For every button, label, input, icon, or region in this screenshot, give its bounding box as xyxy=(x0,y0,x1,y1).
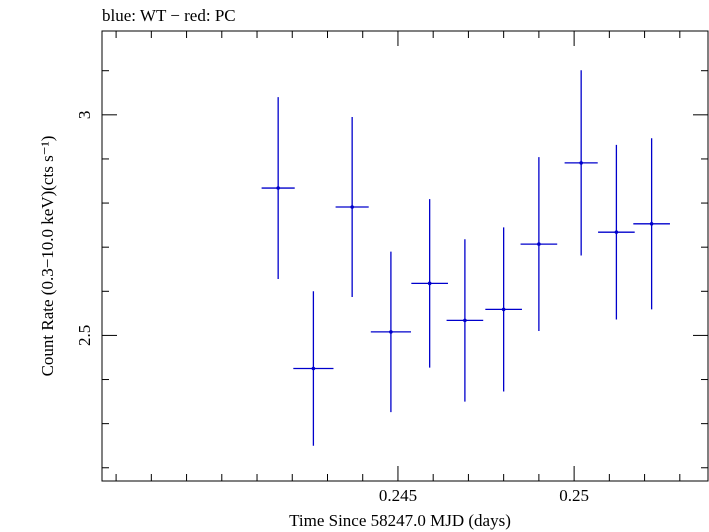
y-tick-label: 3 xyxy=(75,111,94,120)
data-point xyxy=(485,227,522,392)
data-marker xyxy=(350,205,354,209)
x-tick-label: 0.25 xyxy=(559,486,589,505)
data-point xyxy=(370,251,411,413)
axis-tick-labels: 0.245 0.25 2.5 3 xyxy=(75,111,589,505)
data-point xyxy=(633,138,670,310)
y-axis-label: Count Rate (0.3−10.0 keV)(cts s⁻¹) xyxy=(38,136,57,377)
data-marker xyxy=(579,161,583,165)
x-axis-label: Time Since 58247.0 MJD (days) xyxy=(289,511,511,530)
data-marker xyxy=(537,242,541,246)
data-marker xyxy=(501,307,506,312)
data-marker xyxy=(614,230,619,234)
data-point xyxy=(446,239,484,402)
data-marker xyxy=(427,281,432,286)
data-marker xyxy=(649,221,654,226)
data-marker xyxy=(389,330,393,334)
data-marker xyxy=(276,186,280,190)
data-marker xyxy=(463,318,467,323)
data-point xyxy=(261,97,295,279)
plot-frame xyxy=(101,30,709,482)
chart-title: blue: WT − red: PC xyxy=(102,6,236,25)
data-point xyxy=(335,117,369,298)
y-tick-label: 2.5 xyxy=(75,325,94,346)
x-tick-label: 0.245 xyxy=(379,486,417,505)
data-points xyxy=(261,70,670,446)
data-point xyxy=(293,291,334,446)
data-point xyxy=(598,144,635,320)
axis-ticks xyxy=(102,31,708,481)
data-marker xyxy=(311,366,316,371)
data-point xyxy=(520,157,558,331)
data-point xyxy=(564,70,598,256)
data-point xyxy=(411,199,448,368)
